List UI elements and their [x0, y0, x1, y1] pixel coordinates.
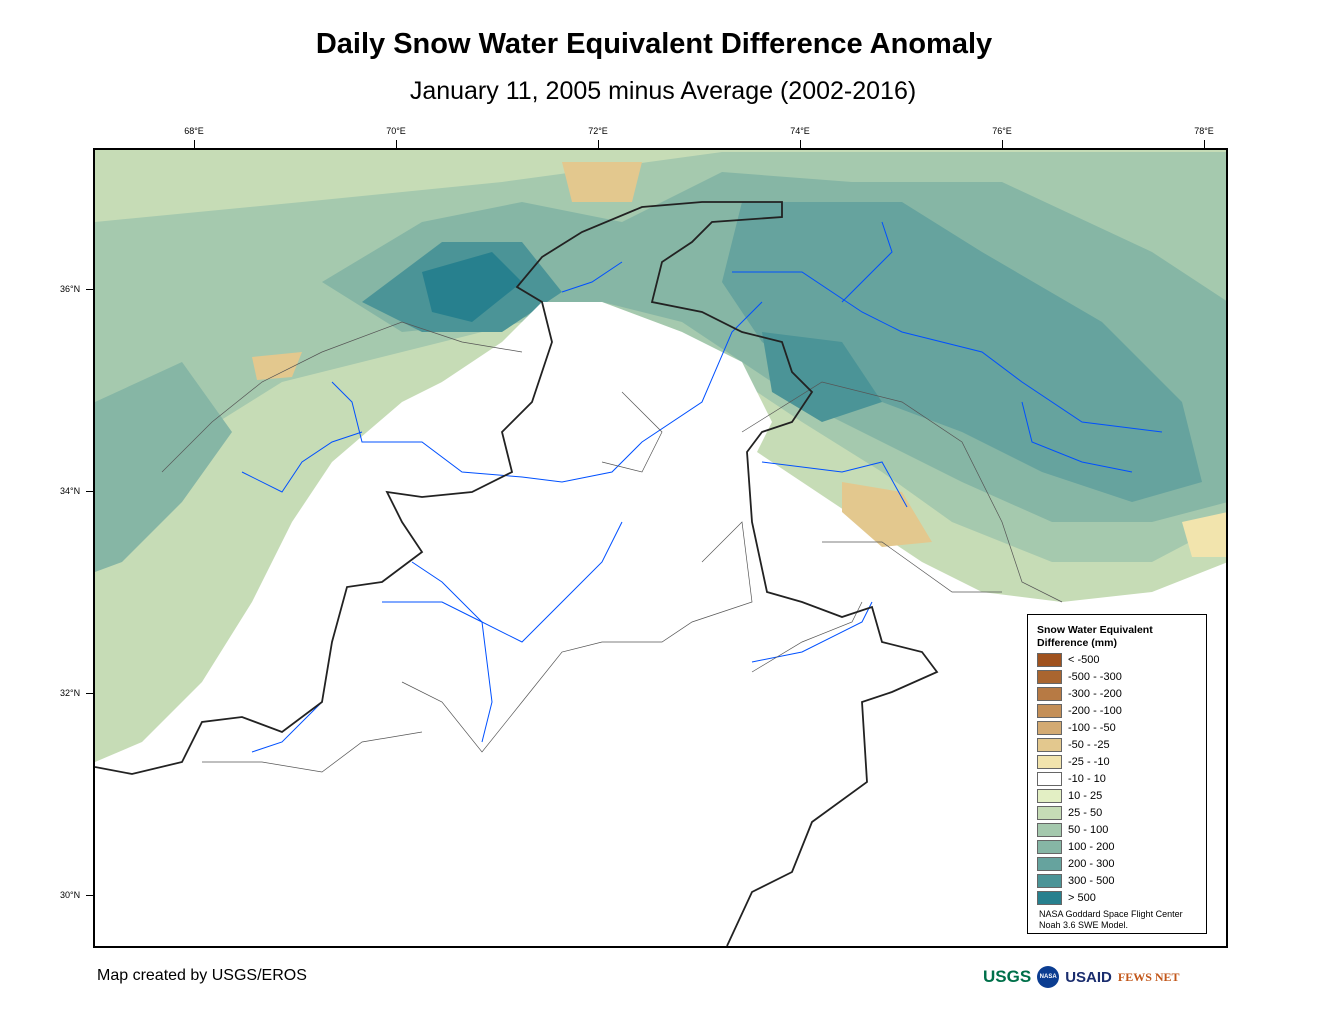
lon-label: 78°E: [1194, 126, 1214, 136]
legend-label: 200 - 300: [1068, 857, 1115, 870]
legend-swatch: [1037, 686, 1062, 701]
legend-item: -100 - -50: [1037, 719, 1116, 736]
legend-source: NASA Goddard Space Flight Center Noah 3.…: [1039, 909, 1183, 931]
legend-label: -200 - -100: [1068, 704, 1122, 717]
legend-item: > 500: [1037, 889, 1096, 906]
legend-swatch: [1037, 822, 1062, 837]
lon-label: 70°E: [386, 126, 406, 136]
map-frame[interactable]: [93, 148, 1228, 948]
legend-item: -25 - -10: [1037, 753, 1110, 770]
lon-label: 72°E: [588, 126, 608, 136]
legend-swatch: [1037, 771, 1062, 786]
legend-label: -500 - -300: [1068, 670, 1122, 683]
lon-label: 68°E: [184, 126, 204, 136]
lat-label: 30°N: [60, 890, 81, 900]
legend-swatch: [1037, 856, 1062, 871]
legend-label: -10 - 10: [1068, 772, 1106, 785]
lon-tick: [1002, 140, 1003, 148]
map-credit: Map created by USGS/EROS: [97, 967, 307, 984]
legend-swatch: [1037, 703, 1062, 718]
legend-label: 50 - 100: [1068, 823, 1109, 836]
partner-logos: USGS NASA USAID FEWS NET: [983, 966, 1180, 988]
legend-label: 100 - 200: [1068, 840, 1115, 853]
lat-tick: [86, 895, 93, 896]
usgs-logo: USGS: [983, 967, 1032, 986]
legend-swatch: [1037, 890, 1062, 905]
legend-item: -500 - -300: [1037, 668, 1122, 685]
map-title: Daily Snow Water Equivalent Difference A…: [315, 28, 993, 60]
legend: Snow Water Equivalent Difference (mm) < …: [1027, 614, 1207, 934]
legend-item: 300 - 500: [1037, 872, 1114, 889]
map-subtitle: January 11, 2005 minus Average (2002-201…: [409, 77, 917, 105]
legend-item: -10 - 10: [1037, 770, 1106, 787]
legend-label: 10 - 25: [1068, 789, 1103, 802]
legend-label: -50 - -25: [1068, 738, 1110, 751]
legend-swatch: [1037, 669, 1062, 684]
usaid-logo: USAID: [1065, 968, 1112, 986]
legend-swatch: [1037, 839, 1062, 854]
lat-tick: [86, 289, 93, 290]
legend-source-line: NASA Goddard Space Flight Center: [1039, 909, 1183, 919]
rivers: [241, 221, 1163, 753]
legend-item: 10 - 25: [1037, 787, 1102, 804]
legend-label: < -500: [1068, 653, 1100, 666]
legend-swatch: [1037, 720, 1062, 735]
nasa-logo: NASA: [1037, 966, 1060, 988]
legend-label: -25 - -10: [1068, 755, 1110, 768]
legend-label: 300 - 500: [1068, 874, 1115, 887]
legend-label: 25 - 50: [1068, 806, 1103, 819]
lon-tick: [396, 140, 397, 148]
country-borders: [95, 201, 939, 946]
legend-label: -100 - -50: [1068, 721, 1116, 734]
legend-swatch: [1037, 805, 1062, 820]
legend-item: 50 - 100: [1037, 821, 1108, 838]
lon-label: 74°E: [790, 126, 810, 136]
lon-tick: [598, 140, 599, 148]
legend-item: 100 - 200: [1037, 838, 1114, 855]
legend-title: Snow Water Equivalent Difference (mm): [1037, 624, 1153, 649]
legend-item: < -500: [1037, 651, 1100, 668]
fewsnet-logo: FEWS NET: [1117, 969, 1180, 984]
legend-item: -50 - -25: [1037, 736, 1110, 753]
legend-swatch: [1037, 652, 1062, 667]
legend-swatch: [1037, 737, 1062, 752]
lat-label: 32°N: [60, 688, 81, 698]
lat-label: 36°N: [60, 284, 81, 294]
legend-swatch: [1037, 873, 1062, 888]
legend-label: -300 - -200: [1068, 687, 1122, 700]
legend-source-line: Noah 3.6 SWE Model.: [1039, 920, 1129, 930]
lat-tick: [86, 491, 93, 492]
snow-anomaly-map: [95, 150, 1226, 946]
lon-label: 76°E: [992, 126, 1012, 136]
legend-label: > 500: [1068, 891, 1096, 904]
legend-item: 25 - 50: [1037, 804, 1102, 821]
snow-anomaly-raster: [95, 150, 1226, 946]
lat-label: 34°N: [60, 486, 81, 496]
legend-swatch: [1037, 788, 1062, 803]
lon-tick: [800, 140, 801, 148]
legend-item: -200 - -100: [1037, 702, 1122, 719]
legend-swatch: [1037, 754, 1062, 769]
legend-item: 200 - 300: [1037, 855, 1114, 872]
legend-item: -300 - -200: [1037, 685, 1122, 702]
lon-tick: [1204, 140, 1205, 148]
lat-tick: [86, 693, 93, 694]
lon-tick: [194, 140, 195, 148]
